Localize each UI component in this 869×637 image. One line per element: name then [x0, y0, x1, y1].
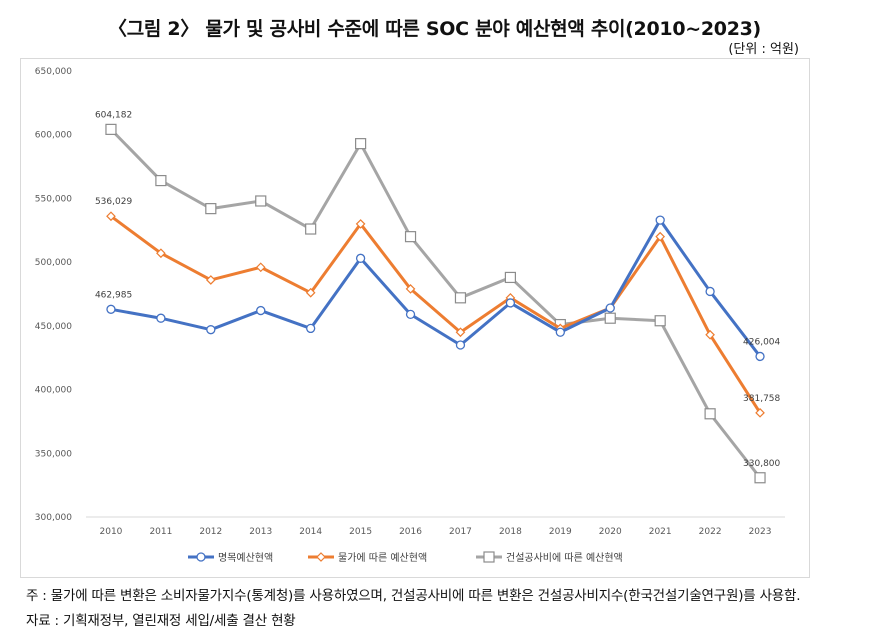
- series-line-0: [110, 218, 762, 358]
- x-tick-label: 2014: [299, 527, 322, 537]
- x-tick-label: 2019: [549, 527, 572, 537]
- data-point: [256, 305, 266, 316]
- y-tick-label: 550,000: [35, 194, 72, 204]
- data-point: [454, 292, 467, 304]
- legend-label: 건설공사비에 따른 예산현액: [506, 552, 623, 564]
- data-label: 330,800: [743, 459, 780, 469]
- data-point: [604, 312, 616, 324]
- data-label: 426,004: [743, 337, 780, 347]
- data-point: [156, 313, 166, 323]
- data-point: [755, 351, 765, 362]
- data-point: [705, 286, 715, 297]
- y-tick-label: 450,000: [35, 322, 72, 332]
- x-tick-label: 2010: [100, 527, 123, 537]
- data-point: [355, 253, 366, 263]
- series-line-1: [110, 215, 762, 414]
- legend-label: 명목예산현액: [218, 552, 273, 564]
- data-point: [355, 219, 366, 229]
- data-point: [404, 231, 417, 243]
- legend-marker: [316, 552, 326, 562]
- data-point: [655, 231, 666, 242]
- x-tick-label: 2013: [249, 527, 272, 537]
- data-point: [105, 123, 117, 135]
- data-label: 462,985: [95, 290, 132, 300]
- data-point: [255, 262, 266, 273]
- series-line-2: [109, 128, 762, 479]
- legend-marker: [196, 552, 206, 562]
- chart-source: 자료 : 기획재정부, 열린재정 세입/세출 결산 현황: [26, 613, 296, 629]
- data-point: [305, 287, 316, 298]
- unit-label: (단위 : 억원): [728, 42, 799, 57]
- data-point: [655, 215, 665, 225]
- x-tick-label: 2011: [149, 527, 172, 537]
- data-point: [255, 195, 267, 207]
- data-point: [555, 327, 565, 337]
- data-label: 604,182: [95, 110, 132, 120]
- data-label: 536,029: [95, 197, 132, 207]
- x-tick-label: 2023: [749, 527, 772, 537]
- data-point: [504, 271, 516, 284]
- x-tick-label: 2018: [499, 527, 522, 537]
- data-point: [405, 284, 416, 294]
- data-point: [704, 408, 716, 420]
- data-point: [405, 309, 416, 320]
- chart-frame: [20, 58, 810, 578]
- data-point: [306, 323, 316, 334]
- y-tick-label: 650,000: [35, 67, 72, 77]
- x-tick-label: 2016: [399, 527, 422, 537]
- line-chart: 300,000 350,000 400,000 450,000 500,000 550,0…: [35, 67, 785, 564]
- data-point: [755, 407, 765, 418]
- data-point: [106, 211, 116, 222]
- y-tick-label: 600,000: [35, 131, 72, 141]
- y-tick-label: 300,000: [35, 513, 72, 523]
- x-tick-label: 2017: [449, 527, 472, 537]
- legend-marker: [483, 551, 495, 563]
- data-point: [605, 303, 615, 313]
- data-label: 381,758: [743, 394, 780, 404]
- data-point: [455, 327, 466, 338]
- data-point: [156, 248, 166, 259]
- chart-title: 〈그림 2〉 물가 및 공사비 수준에 따른 SOC 분야 예산현액 추이(20…: [108, 18, 761, 40]
- data-point: [705, 329, 715, 340]
- y-tick-label: 400,000: [35, 386, 72, 396]
- x-tick-label: 2022: [699, 527, 722, 537]
- x-tick-label: 2012: [199, 527, 222, 537]
- x-tick-label: 2015: [349, 527, 372, 537]
- data-point: [505, 298, 516, 308]
- data-point: [155, 174, 167, 187]
- data-point: [205, 203, 217, 215]
- data-point: [355, 138, 367, 150]
- chart-footnote: 주 : 물가에 따른 변환은 소비자물가지수(통계청)를 사용하였으며, 건설공…: [26, 588, 801, 604]
- x-tick-label: 2021: [649, 527, 672, 537]
- x-tick-label: 2020: [599, 527, 622, 537]
- data-point: [206, 325, 216, 335]
- data-point: [654, 315, 666, 327]
- data-point: [455, 340, 466, 350]
- data-point: [205, 275, 216, 285]
- y-tick-label: 500,000: [35, 258, 72, 268]
- y-tick-label: 350,000: [35, 449, 72, 459]
- legend-label: 물가에 따른 예산현액: [338, 552, 427, 564]
- data-point: [754, 472, 766, 484]
- data-point: [305, 223, 317, 235]
- data-point: [106, 304, 116, 314]
